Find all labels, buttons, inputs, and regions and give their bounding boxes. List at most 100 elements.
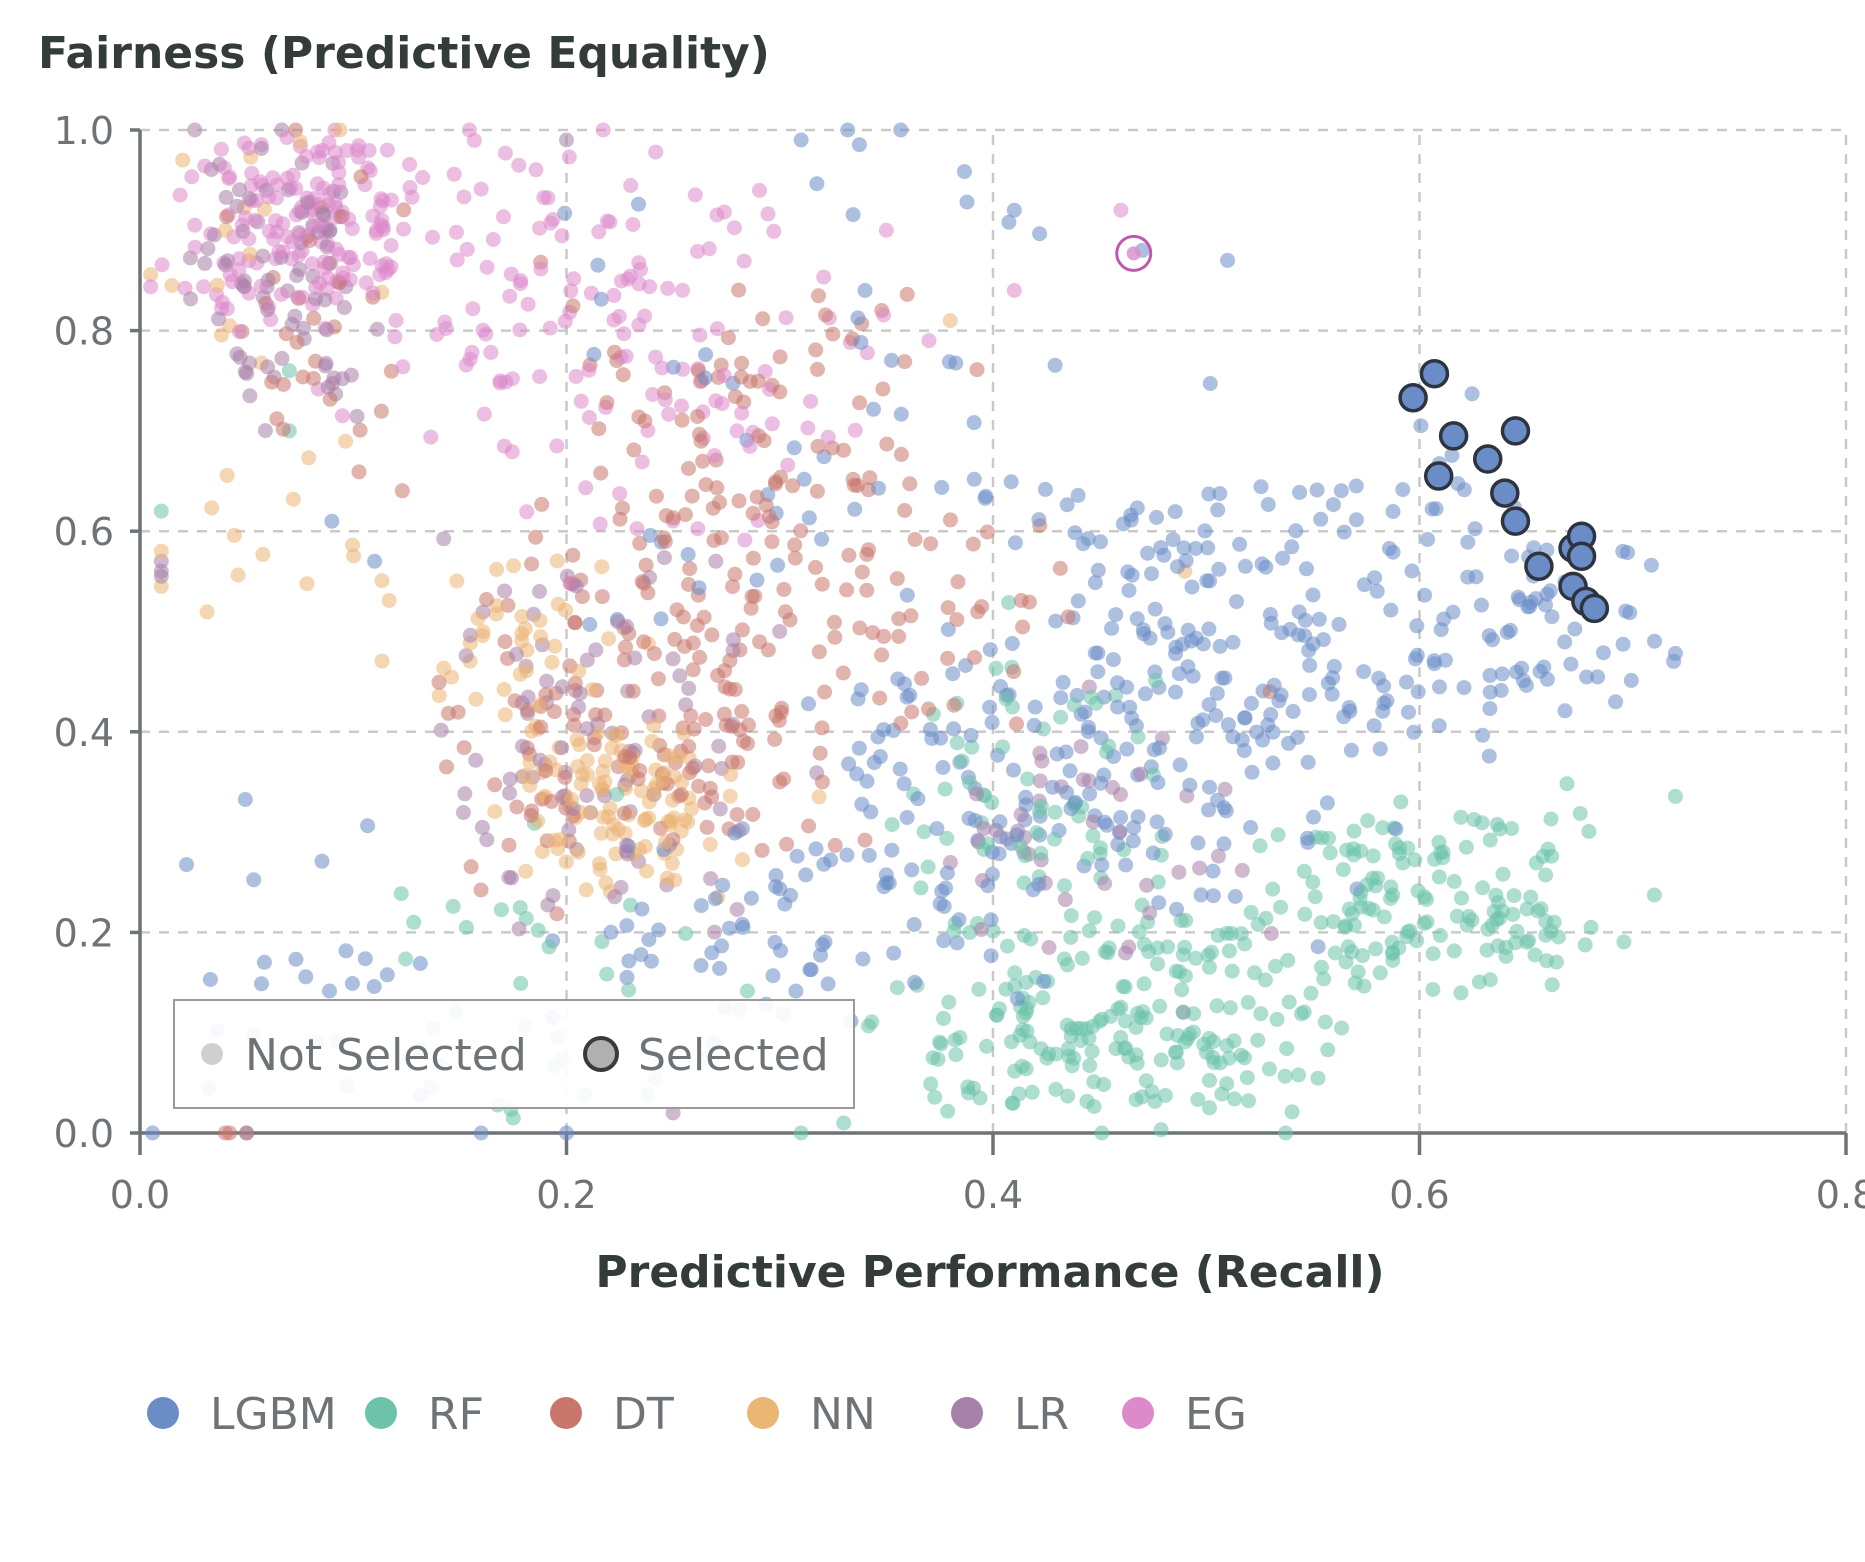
selected-point[interactable] xyxy=(1423,461,1454,491)
point-eg xyxy=(231,324,247,340)
point-rf xyxy=(1047,804,1063,820)
point-lgbm xyxy=(802,962,818,978)
point-rf xyxy=(1160,939,1176,955)
point-lr xyxy=(568,578,584,594)
point-lr xyxy=(579,652,595,668)
point-lgbm xyxy=(1059,785,1075,800)
legend-item-dt[interactable]: DT xyxy=(550,1389,674,1440)
point-dt xyxy=(692,426,707,442)
highlighted-point-ring[interactable] xyxy=(1115,234,1153,272)
point-lgbm xyxy=(1311,611,1327,627)
point-lgbm xyxy=(1124,567,1140,583)
point-lr xyxy=(296,320,311,336)
selected-point[interactable] xyxy=(1566,541,1597,572)
selected-point[interactable] xyxy=(1490,478,1520,508)
point-lgbm xyxy=(1110,699,1126,715)
point-lgbm xyxy=(651,922,667,938)
legend-item-lgbm[interactable]: LGBM xyxy=(147,1389,337,1440)
point-lgbm xyxy=(1157,826,1173,842)
point-rf xyxy=(948,1047,964,1063)
point-eg xyxy=(473,181,489,197)
point-nn xyxy=(564,791,579,807)
point-rf xyxy=(1273,899,1289,915)
selected-point[interactable] xyxy=(1500,506,1531,536)
point-eg xyxy=(573,393,589,409)
point-lr xyxy=(497,583,513,599)
point-nn xyxy=(475,628,491,644)
point-lgbm xyxy=(1608,694,1624,710)
point-dt xyxy=(696,609,712,625)
point-lgbm xyxy=(850,310,866,326)
point-rf xyxy=(964,739,980,755)
point-lgbm xyxy=(945,666,961,682)
point-rf xyxy=(988,660,1004,676)
point-nn xyxy=(607,726,623,742)
point-lgbm xyxy=(1292,484,1308,500)
point-eg xyxy=(429,327,445,342)
point-lgbm xyxy=(338,943,354,959)
selected-label: Selected xyxy=(638,1030,829,1081)
point-dt xyxy=(899,286,915,302)
point-rf xyxy=(1307,889,1323,905)
point-eg xyxy=(222,267,238,282)
point-lgbm xyxy=(1229,594,1244,610)
point-lgbm xyxy=(884,842,900,858)
point-lr xyxy=(619,618,635,634)
selected-points[interactable] xyxy=(1398,358,1610,624)
point-nn xyxy=(199,604,215,620)
point-eg xyxy=(497,145,513,161)
point-eg xyxy=(766,223,782,239)
point-lgbm xyxy=(1037,481,1053,497)
point-lgbm xyxy=(1467,521,1483,537)
point-eg xyxy=(388,313,404,328)
point-lr xyxy=(1057,892,1073,908)
point-eg xyxy=(816,269,832,285)
selected-point[interactable] xyxy=(1579,593,1610,624)
point-eg xyxy=(379,142,395,158)
point-rf xyxy=(995,739,1011,755)
point-lr xyxy=(540,897,556,913)
selected-point[interactable] xyxy=(1472,444,1503,474)
selected-point[interactable] xyxy=(1419,358,1450,389)
point-rf xyxy=(1094,1125,1110,1141)
point-lgbm xyxy=(984,714,1000,730)
point-lgbm xyxy=(1202,376,1218,391)
highlighted-point[interactable] xyxy=(1126,246,1141,261)
point-lgbm xyxy=(870,729,886,745)
point-eg xyxy=(476,406,492,422)
point-lr xyxy=(242,191,257,207)
point-lgbm xyxy=(619,969,635,985)
point-rf xyxy=(513,975,529,991)
point-rf xyxy=(1527,947,1543,963)
point-lr xyxy=(260,359,276,375)
point-rf xyxy=(609,786,625,802)
legend-item-eg[interactable]: EG xyxy=(1122,1389,1247,1440)
point-nn xyxy=(580,767,595,783)
legend-item-nn[interactable]: NN xyxy=(747,1389,876,1440)
point-nn xyxy=(582,805,598,821)
selected-point[interactable] xyxy=(1438,421,1469,451)
legend-item-lr[interactable]: LR xyxy=(951,1389,1069,1440)
legend-item-rf[interactable]: RF xyxy=(365,1389,484,1440)
point-dt xyxy=(685,760,701,776)
point-rf xyxy=(954,753,970,769)
selected-point[interactable] xyxy=(1398,383,1428,413)
point-lgbm xyxy=(1118,857,1134,873)
point-nn xyxy=(547,638,563,654)
point-lgbm xyxy=(853,682,869,698)
selected-point[interactable] xyxy=(1524,551,1554,582)
point-dt xyxy=(684,488,700,504)
point-lgbm xyxy=(770,557,786,573)
selected-point[interactable] xyxy=(1500,416,1531,446)
point-rf xyxy=(861,1018,877,1034)
point-lgbm xyxy=(1424,501,1440,517)
point-rf xyxy=(1063,908,1079,924)
point-dt xyxy=(731,282,747,298)
point-lgbm xyxy=(934,479,950,495)
point-rf xyxy=(1219,1076,1235,1092)
point-eg xyxy=(654,360,670,376)
point-dt xyxy=(594,589,610,605)
point-eg xyxy=(187,239,203,255)
point-lr xyxy=(369,321,385,337)
